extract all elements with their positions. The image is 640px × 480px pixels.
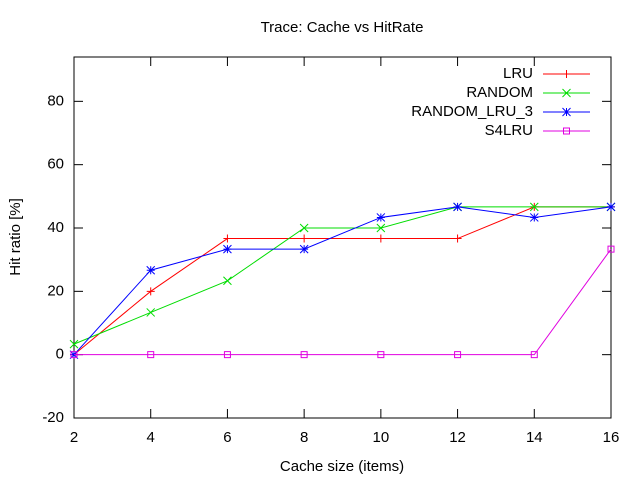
x-tick-label: 6: [223, 429, 231, 446]
marker: [376, 234, 385, 243]
y-tick-label: -20: [42, 409, 64, 426]
legend-marker: [562, 70, 571, 78]
plot-frame: [73, 56, 612, 419]
legend-marker: [562, 88, 571, 98]
marker: [607, 245, 615, 253]
y-tick-label: 40: [47, 219, 64, 236]
marker: [453, 234, 462, 243]
marker: [146, 265, 156, 275]
marker: [146, 287, 155, 296]
marker: [299, 223, 309, 233]
marker: [69, 339, 79, 349]
marker: [70, 351, 78, 359]
x-tick-label: 8: [300, 429, 308, 446]
marker: [299, 244, 309, 254]
y-axis-label: Hit ratio [%]: [7, 198, 24, 276]
marker: [300, 351, 308, 359]
marker: [146, 308, 156, 317]
series-line: [73, 206, 612, 356]
chart-title: Trace: Cache vs HitRate: [261, 19, 424, 36]
marker: [223, 244, 232, 254]
marker: [147, 351, 155, 359]
marker: [606, 202, 616, 212]
y-tick-label: 80: [47, 92, 64, 109]
series-line: [73, 206, 611, 345]
x-tick-label: 2: [70, 429, 78, 446]
y-tick-label: 60: [47, 156, 64, 173]
x-axis-label: Cache size (items): [280, 458, 404, 475]
legend-label: RANDOM_LRU_3: [411, 103, 533, 120]
marker: [453, 202, 462, 212]
legend-marker: [563, 127, 570, 135]
marker: [529, 202, 539, 212]
marker: [376, 213, 386, 222]
legend-label: S4LRU: [485, 122, 533, 139]
x-tick-label: 10: [373, 429, 390, 446]
marker: [376, 223, 386, 233]
marker: [300, 234, 309, 243]
marker: [529, 213, 539, 222]
legend-marker: [562, 107, 571, 117]
x-tick-label: 16: [603, 429, 620, 446]
x-tick-label: 4: [147, 429, 155, 446]
x-tick-label: 12: [449, 429, 466, 446]
legend-label: LRU: [503, 65, 533, 82]
legend-label: RANDOM: [466, 84, 533, 101]
x-tick-label: 14: [526, 429, 543, 446]
marker: [223, 234, 232, 243]
marker: [223, 351, 231, 359]
series-line: [74, 248, 612, 356]
marker: [454, 351, 462, 359]
series-line: [73, 206, 611, 356]
y-tick-label: 20: [47, 282, 64, 299]
y-tick-label: 0: [56, 346, 64, 363]
marker: [377, 351, 385, 359]
marker: [530, 351, 538, 359]
marker: [223, 276, 232, 286]
